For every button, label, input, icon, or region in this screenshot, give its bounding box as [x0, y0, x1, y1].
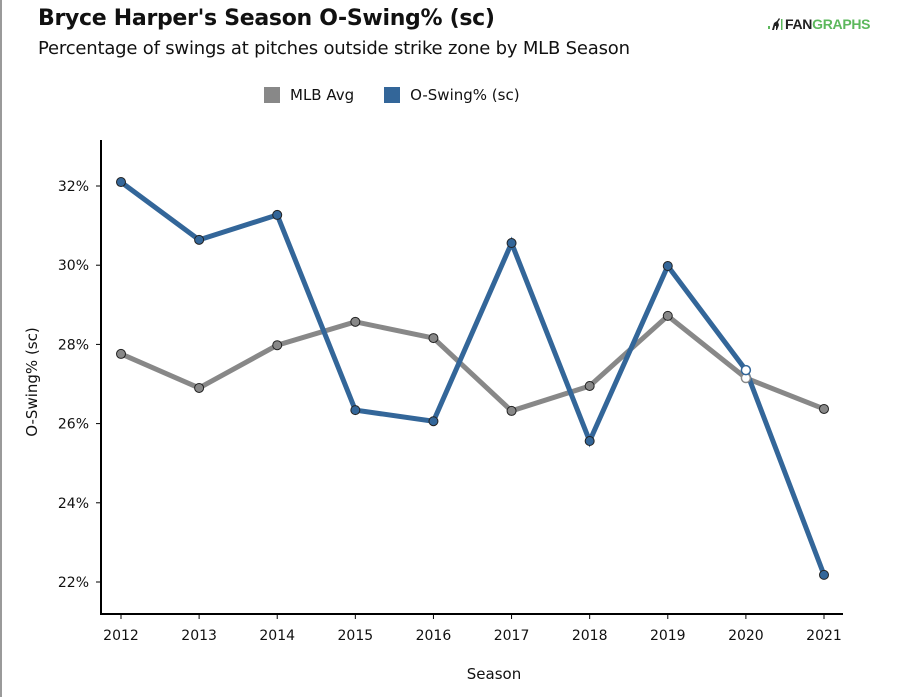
x-tick-label: 2014 [259, 628, 295, 644]
x-tick-label: 2018 [572, 628, 608, 644]
data-point-mlb-avg [350, 316, 361, 327]
legend-swatch-mlb-avg [264, 87, 280, 103]
x-tick-label: 2015 [338, 628, 374, 644]
data-point-o-swing-sc [272, 209, 283, 220]
x-tick-label: 2020 [728, 628, 764, 644]
x-tick-label: 2016 [416, 628, 452, 644]
data-point-mlb-avg [116, 348, 126, 359]
legend-label-o-swing: O-Swing% (sc) [410, 86, 520, 104]
y-axis-title: O-Swing% (sc) [23, 327, 41, 436]
x-tick-label: 2012 [103, 628, 139, 644]
y-tick-label: 30% [58, 258, 89, 274]
axes: 22% 24% 26% 28% 30% 32% 2012 2013 2014 2015 2016 20… [58, 140, 843, 644]
logo-text-fan: FAN [785, 16, 813, 32]
data-point-o-swing-sc [819, 569, 829, 580]
x-tick-label: 2021 [806, 628, 842, 644]
y-tick-label: 32% [58, 179, 89, 195]
data-point-o-swing-sc [116, 177, 126, 188]
legend-label-mlb-avg: MLB Avg [290, 86, 355, 104]
data-point-mlb-avg [194, 382, 205, 393]
fangraphs-logo: FAN GRAPHS [768, 16, 871, 32]
series-points [116, 177, 829, 580]
series-lines [119, 180, 827, 576]
data-point-mlb-avg [506, 405, 517, 416]
frame-left-border [0, 0, 2, 697]
chart-subtitle: Percentage of swings at pitches outside … [38, 38, 630, 59]
legend-item-mlb-avg: MLB Avg [264, 86, 354, 104]
data-point-mlb-avg [272, 340, 283, 351]
y-tick-label: 24% [58, 496, 89, 512]
batter-icon [768, 18, 783, 30]
y-tick-label: 22% [58, 575, 89, 591]
logo-text-graphs: GRAPHS [812, 16, 871, 32]
data-point-mlb-avg [584, 380, 595, 391]
x-tick-label: 2017 [494, 628, 530, 644]
data-point-o-swing-sc [350, 405, 361, 416]
data-point-mlb-avg [819, 403, 829, 414]
y-tick-label: 26% [58, 417, 89, 433]
y-tick-label: 28% [58, 337, 89, 353]
data-point-o-swing-sc [506, 238, 517, 249]
legend: MLB Avg O-Swing% (sc) [264, 86, 550, 104]
x-axis-title: Season [467, 665, 521, 683]
x-tick-label: 2019 [650, 628, 686, 644]
data-point-o-swing-sc [428, 416, 439, 427]
series-line-o-swing-sc [119, 180, 827, 576]
legend-item-o-swing: O-Swing% (sc) [384, 86, 520, 104]
data-point-o-swing-sc [584, 436, 595, 447]
data-point-o-swing-sc [194, 234, 205, 245]
legend-swatch-o-swing [384, 87, 401, 103]
data-point-o-swing-sc [662, 260, 673, 271]
x-tick-label: 2013 [181, 628, 217, 644]
data-point-mlb-avg [662, 310, 673, 321]
data-point-mlb-avg [428, 333, 439, 344]
series-line-mlb-avg [120, 312, 825, 414]
data-point-o-swing-sc [740, 364, 752, 376]
chart-title: Bryce Harper's Season O-Swing% (sc) [38, 6, 495, 31]
